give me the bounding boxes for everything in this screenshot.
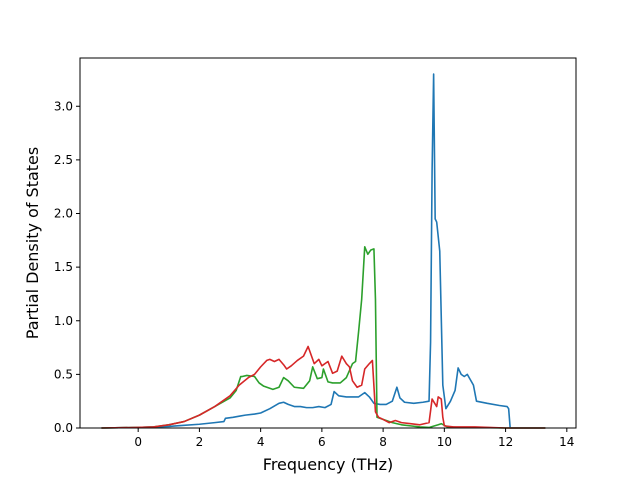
y-tick-label: 1.5 xyxy=(54,260,73,274)
x-tick-label: 4 xyxy=(257,435,265,449)
y-axis: 0.0 0.5 1.0 1.5 2.0 2.5 3.0 xyxy=(54,99,80,435)
x-axis-label: Frequency (THz) xyxy=(263,455,393,474)
series-line-2 xyxy=(101,245,546,429)
y-tick-label: 0.0 xyxy=(54,421,73,435)
x-axis: 0 2 4 6 8 10 12 14 xyxy=(134,428,574,449)
y-tick-label: 0.5 xyxy=(54,367,73,381)
x-tick-label: 6 xyxy=(318,435,326,449)
x-tick-label: 0 xyxy=(134,435,142,449)
x-tick-label: 8 xyxy=(379,435,387,449)
y-tick-label: 3.0 xyxy=(54,99,73,113)
plot-frame xyxy=(79,57,577,429)
y-tick-label: 2.5 xyxy=(54,153,73,167)
x-tick-label: 2 xyxy=(196,435,204,449)
x-tick-label: 10 xyxy=(437,435,452,449)
x-tick-label: 12 xyxy=(498,435,513,449)
series-line-3 xyxy=(101,345,546,429)
series-layer xyxy=(101,73,546,429)
y-tick-label: 2.0 xyxy=(54,207,73,221)
y-tick-label: 1.0 xyxy=(54,314,73,328)
x-tick-label: 14 xyxy=(559,435,574,449)
y-axis-label: Partial Density of States xyxy=(23,147,42,339)
